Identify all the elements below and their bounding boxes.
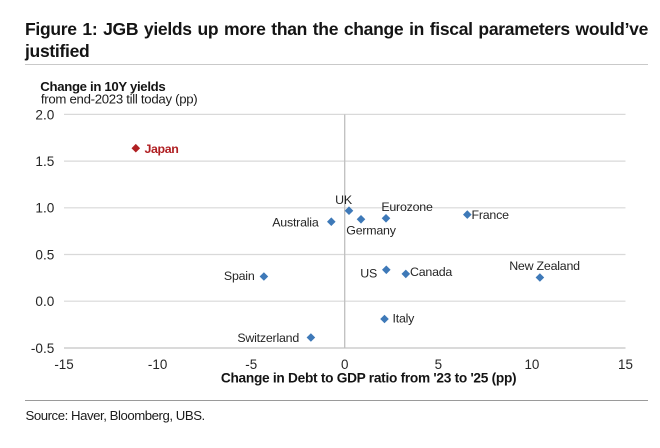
svg-text:Australia: Australia (272, 216, 319, 230)
svg-text:-5: -5 (245, 357, 257, 372)
svg-text:0.0: 0.0 (35, 294, 54, 309)
svg-text:US: US (360, 267, 377, 281)
svg-text:15: 15 (618, 357, 633, 372)
svg-text:-15: -15 (54, 357, 73, 372)
svg-text:2.0: 2.0 (35, 107, 54, 122)
svg-text:Japan: Japan (145, 142, 179, 156)
svg-text:5: 5 (435, 357, 442, 372)
svg-text:10: 10 (524, 357, 539, 372)
svg-text:Canada: Canada (410, 265, 452, 279)
svg-text:1.5: 1.5 (35, 154, 54, 169)
svg-text:1.0: 1.0 (35, 201, 54, 216)
svg-text:Change in Debt to GDP ratio fr: Change in Debt to GDP ratio from '23 to … (221, 371, 516, 386)
svg-text:New Zealand: New Zealand (509, 259, 580, 273)
svg-text:-10: -10 (148, 357, 167, 372)
svg-text:Italy: Italy (393, 311, 416, 325)
svg-text:Eurozone: Eurozone (381, 200, 433, 214)
svg-text:-0.5: -0.5 (31, 341, 54, 356)
svg-text:Switzerland: Switzerland (237, 331, 299, 345)
svg-text:UK: UK (335, 193, 353, 207)
svg-text:from end-2023 till today (pp): from end-2023 till today (pp) (41, 92, 198, 107)
svg-text:Change in 10Y yields: Change in 10Y yields (40, 79, 165, 94)
svg-text:Germany: Germany (346, 223, 396, 237)
svg-text:France: France (472, 208, 510, 222)
svg-text:Spain: Spain (224, 269, 255, 283)
svg-text:0: 0 (341, 357, 348, 372)
svg-text:0.5: 0.5 (35, 247, 54, 262)
